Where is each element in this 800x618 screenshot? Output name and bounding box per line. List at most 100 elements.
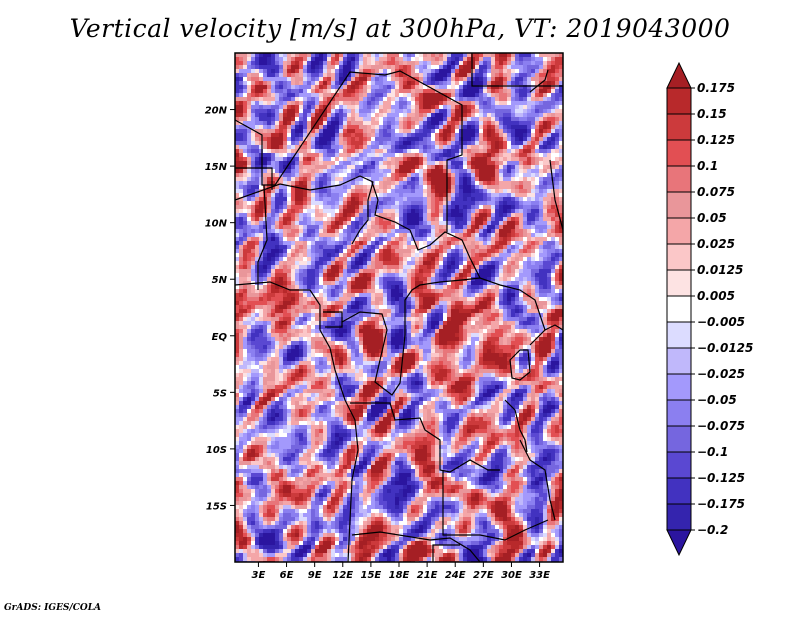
field-cell	[339, 129, 343, 133]
field-cell	[311, 273, 315, 277]
field-cell	[503, 249, 507, 253]
field-cell	[519, 169, 523, 173]
field-cell	[415, 261, 419, 265]
field-cell	[459, 173, 463, 177]
field-cell	[499, 129, 503, 133]
field-cell	[479, 133, 483, 137]
field-cell	[323, 249, 327, 253]
field-cell	[271, 189, 275, 193]
field-cell	[427, 193, 431, 197]
field-cell	[391, 141, 395, 145]
field-cell	[371, 137, 375, 141]
field-cell	[515, 293, 519, 297]
field-cell	[351, 109, 355, 113]
field-cell	[463, 273, 467, 277]
field-cell	[391, 145, 395, 149]
field-cell	[271, 177, 275, 181]
field-cell	[551, 149, 555, 153]
field-cell	[439, 109, 443, 113]
field-cell	[547, 233, 551, 237]
field-cell	[559, 133, 563, 137]
field-cell	[407, 109, 411, 113]
field-cell	[235, 145, 239, 149]
field-cell	[407, 257, 411, 261]
field-cell	[551, 101, 555, 105]
field-cell	[495, 165, 499, 169]
field-cell	[455, 81, 459, 85]
field-cell	[395, 161, 399, 165]
field-cell	[247, 197, 251, 201]
field-cell	[411, 261, 415, 265]
field-cell	[443, 161, 447, 165]
field-cell	[475, 157, 479, 161]
field-cell	[483, 273, 487, 277]
field-cell	[459, 189, 463, 193]
field-cell	[435, 77, 439, 81]
field-cell	[279, 197, 283, 201]
field-cell	[395, 185, 399, 189]
field-cell	[383, 201, 387, 205]
field-cell	[503, 109, 507, 113]
field-cell	[495, 157, 499, 161]
field-cell	[343, 265, 347, 269]
field-cell	[319, 89, 323, 93]
field-cell	[539, 169, 543, 173]
field-cell	[323, 189, 327, 193]
field-cell	[355, 237, 359, 241]
field-cell	[363, 77, 367, 81]
field-cell	[451, 161, 455, 165]
field-cell	[383, 129, 387, 133]
field-cell	[415, 189, 419, 193]
field-cell	[291, 165, 295, 169]
field-cell	[275, 221, 279, 225]
field-cell	[363, 121, 367, 125]
field-cell	[415, 169, 419, 173]
field-cell	[391, 193, 395, 197]
field-cell	[475, 101, 479, 105]
field-cell	[331, 225, 335, 229]
field-cell	[263, 277, 267, 281]
field-cell	[419, 69, 423, 73]
field-cell	[435, 61, 439, 65]
field-cell	[315, 209, 319, 213]
field-cell	[483, 53, 487, 57]
field-cell	[287, 201, 291, 205]
field-cell	[415, 269, 419, 273]
field-cell	[323, 89, 327, 93]
field-cell	[259, 69, 263, 73]
field-cell	[491, 221, 495, 225]
field-cell	[295, 161, 299, 165]
field-cell	[307, 221, 311, 225]
field-cell	[411, 169, 415, 173]
field-cell	[507, 249, 511, 253]
field-cell	[275, 193, 279, 197]
field-cell	[499, 261, 503, 265]
field-cell	[239, 101, 243, 105]
field-cell	[431, 93, 435, 97]
field-cell	[287, 109, 291, 113]
field-cell	[239, 141, 243, 145]
field-cell	[411, 113, 415, 117]
field-cell	[283, 261, 287, 265]
field-cell	[263, 273, 267, 277]
field-cell	[371, 177, 375, 181]
field-cell	[443, 109, 447, 113]
field-cell	[271, 165, 275, 169]
field-cell	[367, 189, 371, 193]
field-cell	[499, 93, 503, 97]
field-cell	[259, 241, 263, 245]
field-cell	[503, 281, 507, 285]
field-cell	[415, 137, 419, 141]
field-cell	[395, 53, 399, 57]
field-cell	[467, 289, 471, 293]
field-cell	[511, 189, 515, 193]
field-cell	[439, 69, 443, 73]
field-cell	[291, 101, 295, 105]
field-cell	[271, 81, 275, 85]
field-cell	[323, 293, 327, 297]
field-cell	[335, 81, 339, 85]
field-cell	[243, 173, 247, 177]
field-cell	[419, 165, 423, 169]
field-cell	[319, 129, 323, 133]
field-cell	[359, 245, 363, 249]
